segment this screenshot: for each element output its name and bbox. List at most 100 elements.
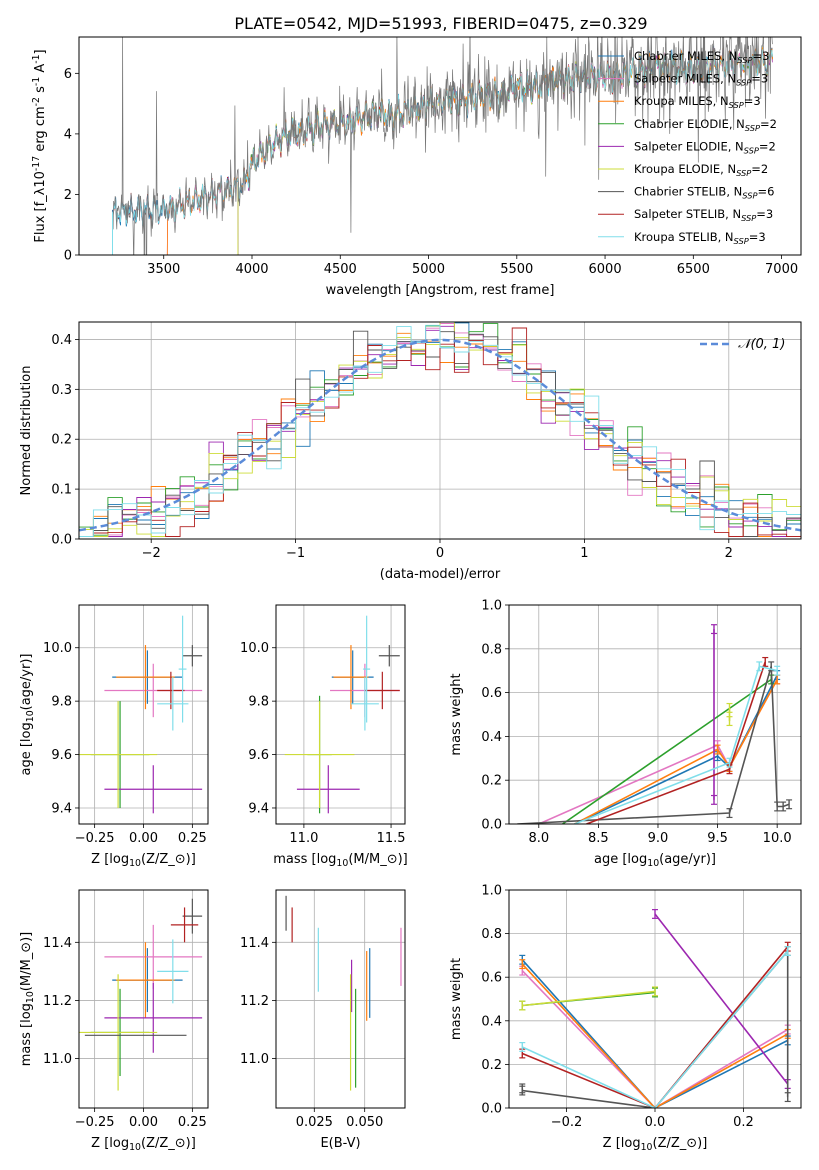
age-vs-mass-xtick-label: 11.0 bbox=[289, 831, 318, 846]
residuals-ytick-label: 0.0 bbox=[51, 533, 72, 548]
mass-weight-line bbox=[521, 970, 789, 1108]
mass-vs-Z-axes: −0.25 0.00 0.25 11.0 11.2 11.4 Z [log10(Z/Z_⊙)… bbox=[19, 890, 208, 1153]
mass-weight-series bbox=[726, 702, 733, 727]
residuals-ytick-label: 0.4 bbox=[51, 333, 72, 348]
spectrum-axes: 3500 4000 4500 5000 5500 6000 6500 7000 0 2 4 6 wave… bbox=[31, 49, 798, 298]
massweight-vs-Z-xlabel: Z [log10(Z/Z_⊙)] bbox=[603, 1136, 708, 1153]
spectrum-ytick-label: 2 bbox=[64, 188, 72, 203]
residuals-xtick-label: −1 bbox=[286, 546, 305, 561]
spectrum-xtick-label: 5500 bbox=[500, 262, 533, 277]
mass-weight-line bbox=[586, 661, 766, 824]
errorbar-point bbox=[178, 615, 187, 723]
mass-weight-series bbox=[519, 959, 791, 1108]
massweight-vs-Z-ytick-label: 0.6 bbox=[481, 971, 502, 986]
age-vs-mass-xtick-label: 11.5 bbox=[377, 831, 406, 846]
residual-histogram bbox=[79, 324, 801, 537]
massweight-vs-age-xtick-label: 8.0 bbox=[528, 831, 549, 846]
errorbar-point bbox=[116, 645, 175, 710]
massweight-vs-age-xtick-label: 8.5 bbox=[588, 831, 609, 846]
mass-weight-series bbox=[652, 909, 791, 1089]
massweight-vs-Z-ylabel: mass weight bbox=[449, 958, 464, 1040]
errorbar-point bbox=[79, 974, 158, 1091]
errorbar-point bbox=[333, 645, 369, 710]
residuals-xlabel: (data-model)/error bbox=[380, 567, 501, 582]
legend-label: Chabrier STELIB, NSSP=6 bbox=[634, 185, 774, 201]
mass-weight-series bbox=[574, 661, 781, 824]
massweight-vs-age-xlabel: age [log10(age/yr)] bbox=[594, 852, 716, 869]
age-vs-Z-axes: −0.25 0.00 0.25 9.4 9.6 9.8 10.0 Z [log10(Z/Z_⊙… bbox=[19, 605, 208, 869]
mass-vs-ebv-xlabel: E(B-V) bbox=[320, 1136, 360, 1151]
age-vs-Z-xtick-label: 0.25 bbox=[178, 831, 207, 846]
massweight-vs-age-ytick-label: 0.0 bbox=[481, 818, 502, 833]
normal-reference-curve bbox=[79, 338, 801, 532]
mass-weight-line bbox=[521, 959, 789, 1108]
mass-vs-Z-ylabel: mass [log10(M/M_⊙)] bbox=[19, 932, 36, 1067]
mass-vs-ebv-frame bbox=[275, 889, 406, 1109]
mass-weight-series bbox=[562, 674, 775, 824]
mass-vs-ebv-axes: 0.025 0.050 11.0 11.2 11.4 E(B-V) bbox=[240, 890, 405, 1151]
errorbar-point bbox=[364, 671, 400, 710]
mass-weight-line bbox=[521, 950, 789, 1108]
mass-vs-ebv-ytick-label: 11.4 bbox=[240, 936, 269, 951]
legend-label: Salpeter MILES, NSSP=3 bbox=[634, 72, 768, 88]
errorbar-point bbox=[363, 615, 371, 723]
errorbar-point bbox=[104, 924, 203, 989]
residuals-ytick-label: 0.3 bbox=[51, 383, 72, 398]
massweight-vs-Z-frame bbox=[508, 889, 802, 1109]
age-vs-Z-ytick-label: 9.8 bbox=[51, 695, 72, 710]
errorbar-point bbox=[296, 765, 360, 814]
errorbar-point bbox=[378, 645, 400, 667]
massweight-vs-age-ytick-label: 0.4 bbox=[481, 730, 502, 745]
errorbar-point bbox=[182, 645, 203, 667]
legend-label: 𝒩(0, 1) bbox=[738, 337, 785, 352]
age-vs-Z-ylabel: age [log10(age/yr)] bbox=[19, 654, 36, 776]
mass-vs-Z-xtick-label: 0.25 bbox=[178, 1115, 207, 1130]
massweight-vs-Z-xtick-label: 0.0 bbox=[645, 1115, 666, 1130]
legend-label: Chabrier MILES, NSSP=3 bbox=[634, 49, 769, 65]
residuals-axes: −2 −1 0 1 2 0.0 0.1 0.2 0.3 0.4 (data-model)/error… bbox=[19, 322, 801, 582]
mass-weight-series bbox=[519, 946, 791, 1108]
mass-weight-line bbox=[574, 679, 778, 824]
errorbar-point bbox=[104, 765, 203, 814]
massweight-vs-age-xtick-label: 10.0 bbox=[763, 831, 792, 846]
errorbar-point bbox=[157, 677, 189, 731]
errorbar-point bbox=[116, 942, 175, 1018]
mass-weight-line bbox=[654, 913, 789, 1085]
errorbar-point bbox=[157, 671, 185, 710]
errorbar-point bbox=[157, 939, 189, 1004]
age-vs-Z-ytick-label: 10.0 bbox=[43, 641, 72, 656]
mass-weight-line bbox=[517, 666, 790, 824]
residuals-xtick-label: 1 bbox=[580, 546, 588, 561]
errorbar-point bbox=[350, 677, 379, 731]
spectrum-xlabel: wavelength [Angstrom, rest frame] bbox=[326, 283, 555, 298]
legend-label: Salpeter STELIB, NSSP=3 bbox=[634, 207, 773, 223]
massweight-vs-Z-ytick-label: 0.4 bbox=[481, 1014, 502, 1029]
errorbar-point bbox=[182, 898, 203, 934]
legend-label: Kroupa MILES, NSSP=3 bbox=[634, 94, 761, 110]
massweight-vs-age-ytick-label: 0.2 bbox=[481, 774, 502, 789]
massweight-vs-age-frame bbox=[508, 604, 802, 825]
age-vs-mass-frame bbox=[275, 604, 406, 825]
spectrum-ytick-label: 6 bbox=[64, 67, 72, 82]
massweight-vs-Z-ytick-label: 0.0 bbox=[481, 1102, 502, 1117]
massweight-vs-age-ytick-label: 0.8 bbox=[481, 642, 502, 657]
residuals-xtick-label: 0 bbox=[436, 546, 444, 561]
spectrum-ytick-label: 4 bbox=[64, 127, 72, 142]
massweight-vs-age-ytick-label: 0.6 bbox=[481, 686, 502, 701]
spectrum-xtick-label: 6500 bbox=[677, 262, 710, 277]
age-vs-Z-xlabel: Z [log10(Z/Z_⊙)] bbox=[91, 852, 196, 869]
massweight-vs-age-ylabel: mass weight bbox=[449, 673, 464, 755]
mass-vs-ebv-xtick-label: 0.050 bbox=[346, 1115, 383, 1130]
mass-vs-ebv-ytick-label: 11.2 bbox=[240, 994, 269, 1009]
legend-label: Chabrier ELODIE, NSSP=2 bbox=[634, 117, 777, 133]
age-vs-mass-ytick-label: 9.8 bbox=[248, 695, 269, 710]
errorbar-point bbox=[284, 701, 355, 808]
errorbar-point bbox=[104, 663, 203, 718]
massweight-vs-Z-xtick-label: 0.2 bbox=[733, 1115, 754, 1130]
mass-weight-line bbox=[574, 665, 778, 824]
legend-label: Salpeter ELODIE, NSSP=2 bbox=[634, 139, 776, 155]
spectrum-xtick-label: 5000 bbox=[412, 262, 445, 277]
spectrum-xtick-label: 3500 bbox=[147, 262, 180, 277]
mass-vs-Z-frame bbox=[78, 889, 209, 1109]
legend-label: Kroupa ELODIE, NSSP=2 bbox=[634, 162, 768, 178]
